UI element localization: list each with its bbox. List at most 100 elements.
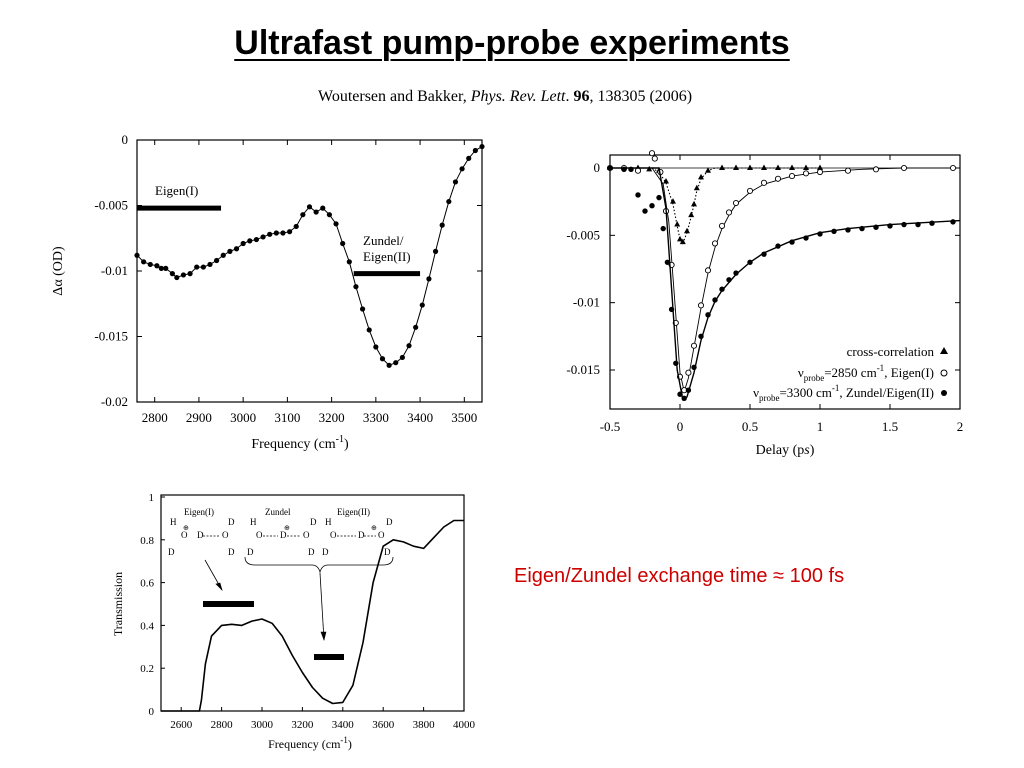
data-point-open bbox=[774, 175, 782, 182]
citation-journal: Phys. Rev. Lett bbox=[470, 88, 566, 105]
data-point-filled bbox=[698, 333, 704, 340]
y-tick-label: -0.01 bbox=[101, 263, 128, 278]
data-point-open bbox=[704, 267, 712, 274]
data-point-triangle bbox=[684, 227, 690, 234]
data-point bbox=[247, 238, 253, 244]
data-point-triangle bbox=[663, 177, 669, 184]
data-point bbox=[306, 204, 313, 210]
data-point-open bbox=[949, 164, 957, 172]
data-point-filled bbox=[660, 225, 666, 232]
y-axis-label: Transmission bbox=[111, 572, 125, 636]
y-tick-label: -0.02 bbox=[101, 394, 128, 409]
x-tick-label: 4000 bbox=[453, 719, 476, 731]
data-point-open bbox=[844, 167, 852, 174]
data-point-triangle bbox=[733, 164, 739, 170]
x-tick-label: 2800 bbox=[142, 410, 168, 425]
x-tick-label: 3500 bbox=[451, 410, 477, 425]
y-tick-label: 0 bbox=[149, 706, 155, 718]
label-zundel: Zundel bbox=[265, 507, 291, 517]
plot-frame bbox=[609, 154, 961, 410]
data-point-triangle bbox=[674, 221, 681, 227]
data-point bbox=[300, 212, 306, 218]
data-point-filled bbox=[901, 221, 907, 228]
data-point-filled bbox=[621, 166, 627, 173]
data-point-triangle bbox=[803, 164, 809, 170]
svg-text:O: O bbox=[256, 530, 263, 540]
svg-text:O: O bbox=[222, 530, 229, 540]
plot-frame bbox=[160, 494, 465, 712]
data-point-filled bbox=[726, 277, 732, 283]
citation: Woutersen and Bakker, Phys. Rev. Lett. 9… bbox=[318, 88, 692, 106]
data-point-filled bbox=[733, 270, 739, 276]
y-tick-label: -0.005 bbox=[94, 198, 128, 213]
assignment-bar bbox=[137, 205, 222, 211]
data-point-triangle bbox=[817, 164, 823, 170]
data-point bbox=[286, 229, 293, 235]
svg-text:O: O bbox=[378, 530, 385, 540]
svg-text:⊕: ⊕ bbox=[284, 524, 290, 532]
x-axis-label: Frequency (cm-1) bbox=[251, 434, 349, 452]
structure-diagrams: Eigen(I) Zundel Eigen(II) HOD D ODD ⊕ HOD… bbox=[168, 507, 394, 642]
y-tick-label: -0.005 bbox=[566, 227, 600, 242]
data-point-triangle bbox=[679, 238, 686, 245]
data-point bbox=[163, 265, 169, 271]
data-point bbox=[273, 230, 279, 236]
data-point bbox=[158, 265, 164, 271]
y-axis-label: Δα (OD) bbox=[51, 246, 66, 296]
citation-volume: 96 bbox=[573, 88, 590, 105]
data-point-open bbox=[802, 170, 810, 177]
data-point-triangle bbox=[693, 184, 700, 191]
data-point-open bbox=[651, 155, 658, 162]
x-tick-label: 3400 bbox=[332, 719, 355, 731]
legend: cross-correlation νprobe=2850 cm-1, Eige… bbox=[753, 344, 948, 403]
y-tick-label: 1 bbox=[149, 492, 155, 504]
data-point-triangle bbox=[688, 211, 695, 218]
x-tick-label: 0.5 bbox=[742, 419, 758, 434]
zundel-band-bar bbox=[314, 654, 344, 660]
label-eigen-i: Eigen(I) bbox=[184, 507, 214, 517]
data-point-open bbox=[816, 168, 824, 176]
data-point bbox=[439, 222, 445, 228]
data-point-filled bbox=[845, 227, 851, 233]
x-axis-label: Delay (ps) bbox=[756, 443, 815, 458]
data-point-filled bbox=[789, 239, 795, 245]
data-point-triangle bbox=[670, 198, 676, 204]
y-tick-label: -0.015 bbox=[94, 329, 128, 344]
data-point bbox=[406, 343, 412, 349]
data-point bbox=[227, 248, 233, 254]
svg-text:D: D bbox=[228, 547, 235, 557]
citation-authors: Woutersen and Bakker, bbox=[318, 88, 471, 105]
data-point bbox=[313, 209, 319, 215]
data-point bbox=[393, 360, 399, 366]
data-point bbox=[220, 252, 226, 258]
legend-zundel: νprobe=3300 cm-1, Zundel/Eigen(II) bbox=[753, 383, 934, 403]
legend-eigen-i: νprobe=2850 cm-1, Eigen(I) bbox=[798, 363, 934, 383]
data-point-filled bbox=[950, 219, 956, 225]
data-point-filled bbox=[929, 220, 935, 226]
svg-text:D: D bbox=[322, 547, 329, 557]
x-axis-label: Frequency (cm-1) bbox=[268, 735, 352, 751]
y-tick-label: 0.4 bbox=[140, 620, 154, 632]
data-point-filled bbox=[705, 312, 711, 318]
data-point bbox=[333, 221, 339, 227]
data-point bbox=[446, 198, 452, 205]
x-tick-label: 3000 bbox=[230, 410, 256, 425]
data-point bbox=[326, 212, 333, 218]
data-point bbox=[174, 274, 180, 281]
legend-marker-filled bbox=[941, 390, 947, 396]
zundel-label-line2: Eigen(II) bbox=[363, 249, 411, 264]
svg-text:D: D bbox=[384, 547, 391, 557]
svg-text:D: D bbox=[280, 530, 287, 540]
data-point bbox=[260, 234, 266, 240]
arrow-zundel bbox=[319, 572, 325, 641]
legend-cross-correlation: cross-correlation bbox=[847, 344, 935, 359]
data-point-filled bbox=[859, 225, 865, 232]
data-point-open bbox=[718, 222, 726, 229]
data-point bbox=[432, 248, 439, 254]
data-point-triangle bbox=[705, 167, 711, 173]
assignment-bar bbox=[353, 271, 421, 277]
data-point bbox=[267, 231, 273, 237]
data-point bbox=[147, 261, 153, 268]
citation-rest: , 138305 (2006) bbox=[589, 88, 693, 105]
x-tick-label: 0 bbox=[677, 419, 684, 434]
